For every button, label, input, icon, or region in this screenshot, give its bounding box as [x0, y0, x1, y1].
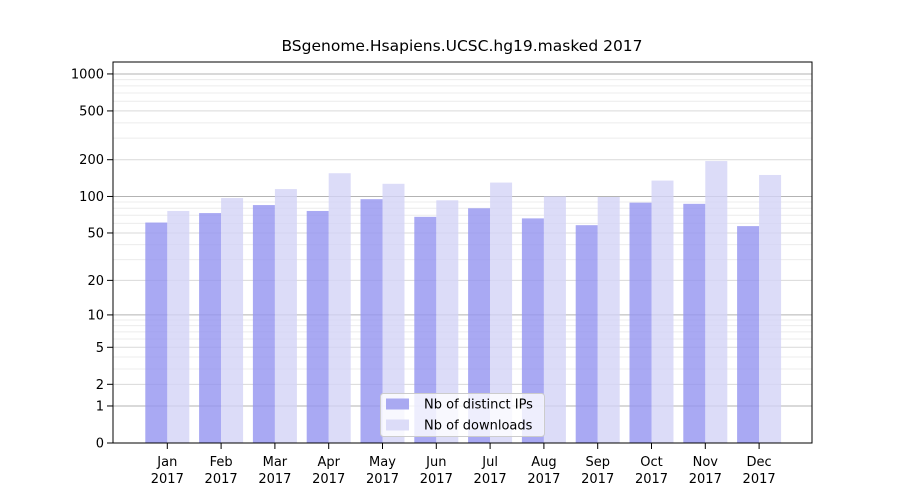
x-tick-label-year: 2017: [366, 472, 399, 487]
legend-swatch-distinct-ips-icon: [386, 398, 409, 410]
x-tick-label-month: Jun: [425, 455, 446, 470]
y-tick-label: 20: [87, 274, 104, 289]
y-tick-label: 1: [96, 399, 104, 414]
legend-box: [380, 393, 545, 437]
x-tick-label-year: 2017: [258, 472, 291, 487]
bar-feb-downloads: [221, 198, 244, 443]
x-tick-label-year: 2017: [205, 472, 238, 487]
bar-jul-downloads: [490, 182, 513, 444]
bar-sep-downloads: [597, 197, 620, 443]
bar-may-downloads: [382, 183, 405, 443]
x-tick-label-month: Jul: [481, 455, 498, 470]
x-tick-label-month: Mar: [263, 455, 288, 470]
plot-border: [112, 61, 813, 444]
y-tick-label: 1000: [71, 67, 104, 82]
y-axis: 0 1 2 5 10 20 50 100 200 500 1000: [71, 67, 113, 452]
x-tick-label-year: 2017: [474, 472, 507, 487]
bar-mar-downloads: [274, 189, 297, 443]
x-tick-label-month: Nov: [693, 455, 719, 470]
bar-oct-distinct-ips: [629, 202, 652, 443]
bar-sep-distinct-ips: [575, 225, 598, 443]
bar-aug-downloads: [543, 196, 566, 443]
bar-dec-downloads: [759, 174, 782, 443]
x-tick-label-month: Dec: [747, 455, 772, 470]
bar-apr-downloads: [328, 173, 351, 444]
bar-oct-downloads: [651, 180, 674, 443]
x-tick-label-year: 2017: [581, 472, 614, 487]
x-tick-label-year: 2017: [689, 472, 722, 487]
bar-jul-distinct-ips: [468, 208, 491, 443]
x-tick-label-month: Oct: [640, 455, 662, 470]
x-axis: Jan 2017 Feb 2017 Mar 2017 Apr 2017 May 2017 Jun 20…: [151, 443, 776, 487]
y-tick-label: 0: [96, 437, 104, 452]
x-tick-label-month: May: [369, 455, 396, 470]
x-tick-label-month: Sep: [585, 455, 610, 470]
x-tick-label-year: 2017: [151, 472, 184, 487]
bar-jun-distinct-ips: [414, 216, 437, 443]
x-tick-label-month: Feb: [210, 455, 233, 470]
x-tick-label-year: 2017: [312, 472, 345, 487]
bar-nov-downloads: [705, 161, 728, 444]
y-tick-label: 50: [87, 226, 104, 241]
legend-label-downloads: Nb of downloads: [424, 419, 533, 434]
legend-label-distinct-ips: Nb of distinct IPs: [424, 398, 533, 413]
legend: Nb of distinct IPs Nb of downloads: [380, 393, 545, 437]
y-tick-label: 5: [96, 341, 104, 356]
bar-aug-distinct-ips: [521, 218, 544, 443]
chart-title: BSgenome.Hsapiens.UCSC.hg19.masked 2017: [281, 37, 642, 55]
y-tick-label: 500: [79, 104, 104, 119]
bar-jan-distinct-ips: [145, 222, 168, 443]
x-tick-label-month: Aug: [531, 455, 556, 470]
x-tick-label-year: 2017: [743, 472, 776, 487]
bar-mar-distinct-ips: [252, 205, 275, 443]
bar-nov-distinct-ips: [683, 203, 706, 443]
y-tick-label: 2: [96, 378, 104, 393]
y-tick-label: 10: [87, 308, 104, 323]
bar-feb-distinct-ips: [199, 213, 222, 443]
x-tick-label-month: Jan: [156, 455, 177, 470]
bars: [145, 161, 782, 444]
bar-jan-downloads: [167, 210, 190, 443]
legend-swatch-downloads-icon: [386, 419, 409, 431]
x-tick-label-year: 2017: [635, 472, 668, 487]
x-tick-label-year: 2017: [420, 472, 453, 487]
y-tick-label: 100: [79, 190, 104, 205]
bar-may-distinct-ips: [360, 199, 383, 443]
x-tick-label-year: 2017: [527, 472, 560, 487]
bar-jun-downloads: [436, 200, 459, 443]
bar-dec-distinct-ips: [737, 226, 760, 443]
bar-apr-distinct-ips: [306, 210, 329, 443]
y-tick-label: 200: [79, 153, 104, 168]
x-tick-label-month: Apr: [317, 455, 340, 470]
